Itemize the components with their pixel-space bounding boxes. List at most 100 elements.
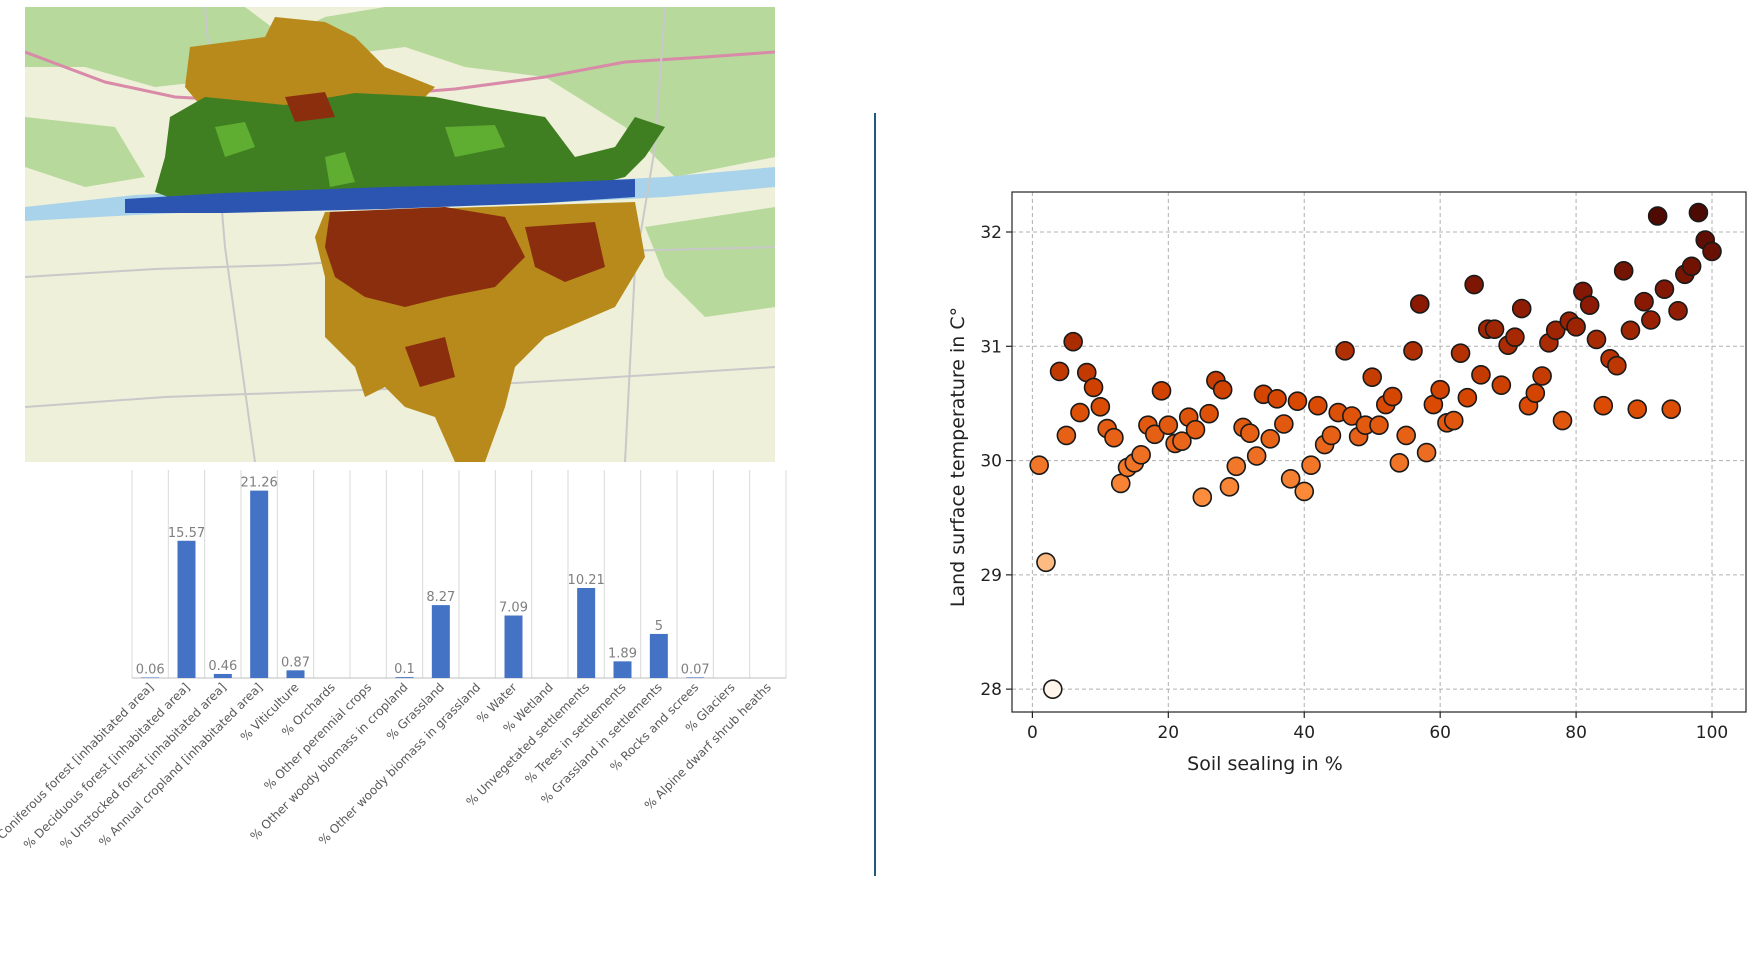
scatter-point	[1294, 481, 1315, 502]
scatter-point	[1246, 446, 1267, 466]
settlement-area	[525, 222, 605, 282]
scatter-chart-graphic: 0 20 40 60 80 100 28 29 30 31 32 Soil sealing in %…	[947, 191, 1747, 775]
scatter-point	[1274, 414, 1294, 434]
scatter-point	[1070, 402, 1090, 423]
scatter-point	[1321, 425, 1342, 446]
bar	[613, 661, 632, 678]
scatter-point	[1654, 279, 1675, 299]
bar	[649, 633, 668, 678]
scatter-point	[1416, 442, 1437, 463]
bar-value-label: 8.27	[426, 590, 455, 605]
x-tick-label: 20	[1157, 723, 1179, 743]
scatter-point	[1688, 202, 1709, 223]
y-tick-label: 30	[980, 452, 1002, 472]
scatter-point	[1613, 261, 1634, 281]
scatter-point	[1647, 206, 1668, 226]
scatter-point	[1566, 317, 1586, 337]
land-cover-bar-chart: 0.06% Coniferous forest [inhabitated are…	[0, 470, 800, 954]
scatter-point	[1457, 387, 1478, 408]
scatter-point	[1464, 274, 1484, 295]
scatter-point	[1396, 425, 1416, 446]
map-woods-area	[25, 117, 145, 187]
scatter-point	[1199, 403, 1219, 424]
plot-frame	[1011, 191, 1747, 713]
x-tick-label: 80	[1565, 723, 1587, 743]
scatter-point	[1634, 291, 1654, 312]
scatter-point	[1668, 301, 1688, 321]
y-tick-label: 32	[980, 223, 1002, 243]
bar-value-label: 0.1	[394, 662, 415, 677]
scatter-point	[1144, 424, 1165, 445]
scatter-point	[1511, 298, 1532, 319]
scatter-point	[1131, 445, 1151, 465]
scatter-point	[1362, 367, 1383, 387]
scatter-point	[1641, 310, 1661, 330]
x-tick-label: 60	[1429, 723, 1451, 743]
scatter-point	[1430, 379, 1450, 400]
scatter-point	[1607, 355, 1627, 376]
settlement-area	[405, 337, 455, 387]
land-cover-bar-chart-graphic: 0.06% Coniferous forest [inhabitated are…	[0, 470, 787, 853]
bar	[431, 605, 450, 678]
scatter-point	[1158, 415, 1179, 435]
scatter-point	[1240, 423, 1260, 443]
scatter-point	[1260, 429, 1281, 449]
scatter-point	[1212, 379, 1233, 400]
scatter-point	[1369, 415, 1389, 435]
scatter-point	[1036, 552, 1056, 573]
settlement-area	[325, 207, 525, 307]
bar-value-label: 0.87	[281, 655, 310, 670]
scatter-point	[1382, 386, 1403, 407]
bar	[250, 490, 269, 678]
bar-value-label: 0.46	[208, 659, 237, 674]
scatter-point	[1185, 419, 1206, 440]
bar	[141, 677, 160, 678]
scatter-point	[1287, 391, 1308, 411]
bar	[686, 677, 705, 678]
forest-patches	[215, 122, 505, 187]
scatter-point	[1042, 679, 1063, 699]
scatter-point	[1083, 377, 1104, 398]
scatter-point	[1056, 425, 1077, 446]
panel-divider	[874, 113, 876, 876]
scatter-point	[1525, 383, 1546, 403]
scatter-point	[1661, 399, 1682, 419]
scatter-point	[1681, 256, 1702, 277]
bar-value-label: 0.06	[136, 662, 165, 677]
y-axis-label: Land surface temperature in C°	[947, 307, 969, 607]
scatter-point	[1308, 395, 1328, 416]
scatter-point	[1702, 241, 1722, 262]
bar-value-label: 1.89	[608, 646, 637, 661]
y-tick-label: 29	[980, 566, 1002, 586]
bar-category-label: % Deciduous forest [inhabitated area]	[21, 680, 193, 852]
scatter-chart: 0 20 40 60 80 100 28 29 30 31 32 Soil sealing in %…	[900, 150, 1756, 810]
scatter-point	[1063, 331, 1083, 352]
scatter-point	[1471, 365, 1491, 385]
scatter-point	[1593, 395, 1614, 416]
scatter-point	[1090, 397, 1111, 417]
bar-value-label: 5	[655, 619, 663, 634]
scatter-point	[1029, 455, 1049, 475]
x-axis-label: Soil sealing in %	[1187, 753, 1343, 775]
scatter-point	[1104, 427, 1124, 448]
bar	[504, 615, 523, 678]
bar	[213, 673, 232, 678]
scatter-point	[1219, 477, 1240, 497]
scatter-point	[1443, 410, 1464, 431]
scatter-point	[1552, 410, 1573, 431]
scatter-point	[1049, 361, 1070, 382]
scatter-point	[1342, 406, 1362, 426]
scatter-point	[1151, 381, 1172, 401]
settlement-area	[285, 92, 335, 122]
y-tick-label: 28	[980, 680, 1002, 700]
bar-value-label: 10.21	[568, 573, 605, 588]
scatter-point	[1505, 327, 1525, 347]
scatter-point	[1579, 295, 1600, 315]
scatter-point	[1403, 341, 1423, 361]
bar-value-label: 15.57	[168, 526, 205, 541]
land-cover-map	[24, 6, 776, 463]
bar	[577, 588, 596, 678]
bar	[395, 677, 414, 678]
x-tick-label: 40	[1293, 723, 1315, 743]
scatter-point	[1532, 366, 1552, 386]
